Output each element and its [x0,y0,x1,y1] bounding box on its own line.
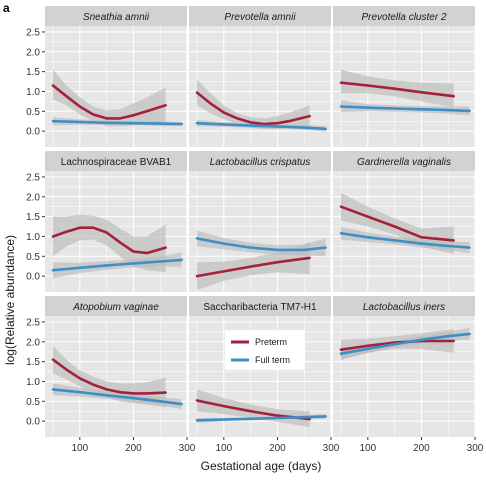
y-tick-label: 0.0 [26,417,40,428]
confidence-band-preterm [53,69,166,127]
facet-strip [45,151,187,171]
y-tick-label: 2.5 [26,317,40,328]
facet-gardnerella-vaginalis: Gardnerella vaginalis [333,151,475,292]
series-line-preterm [51,358,167,395]
panel-letter: a [3,1,10,15]
facet-strip [333,296,475,316]
facet-lactobacillus-iners: Lactobacillus iners [333,296,475,437]
y-tick-label: 2.0 [26,192,40,203]
y-tick-label: 1.5 [26,67,40,78]
y-tick-label: 2.5 [26,172,40,183]
x-tick-label: 300 [323,443,340,454]
facet-prevotella-amnii: Prevotella amnii [189,6,331,147]
facet-strip [189,296,331,316]
x-tick-label: 200 [269,443,286,454]
facet-atopobium-vaginae: Atopobium vaginae [45,296,187,437]
confidence-band-full-term [341,226,470,254]
x-tick-label: 300 [179,443,196,454]
facet-title: Lactobacillus crispatus [210,157,311,168]
facet-title: Sneathia amnii [83,12,150,23]
series-line-full-term [51,119,183,126]
y-tick-label: 0.0 [26,272,40,283]
facet-title: Gardnerella vaginalis [357,157,451,168]
x-tick-label: 100 [359,443,376,454]
y-tick-label: 1.5 [26,357,40,368]
facet-prevotella-cluster-2: Prevotella cluster 2 [333,6,475,147]
facet-sneathia-amnii: Sneathia amnii [45,6,187,147]
facet-title: Saccharibacteria TM7-H1 [203,302,317,313]
x-tick-label: 100 [71,443,88,454]
series-line-preterm [51,84,167,120]
series-line-preterm [339,339,455,352]
x-axis-title: Gestational age (days) [201,459,322,473]
facet-title: Atopobium vaginae [72,302,159,313]
facet-title: Prevotella cluster 2 [361,12,446,23]
series-line-preterm [339,81,455,98]
series-line-preterm [195,256,311,278]
facet-strip [333,151,475,171]
facet-strip [189,6,331,26]
facet-title: Lactobacillus iners [363,302,445,313]
facet-title: Lachnospiraceae BVAB1 [61,157,172,168]
facet-lactobacillus-crispatus: Lactobacillus crispatus [189,151,331,292]
facet-lachnospiraceae-bvab1: Lachnospiraceae BVAB1 [45,151,187,292]
x-tick-label: 200 [125,443,142,454]
x-tick-label: 200 [413,443,430,454]
y-tick-label: 1.0 [26,377,40,388]
y-tick-label: 0.5 [26,252,40,263]
panel-background [45,26,187,147]
y-tick-label: 0.0 [26,127,40,138]
legend-label-full-term: Full term [255,355,290,365]
y-tick-label: 1.5 [26,212,40,223]
series-line-full-term [51,388,183,406]
y-tick-label: 2.5 [26,27,40,38]
x-tick-label: 300 [467,443,484,454]
facet-title: Prevotella amnii [224,12,296,23]
confidence-band-preterm [53,345,166,408]
y-tick-label: 0.5 [26,107,40,118]
series-line-full-term [339,105,471,113]
series-line-preterm [195,91,311,126]
x-tick-label: 100 [215,443,232,454]
y-axis-title: log(Relative abundance) [3,235,17,365]
facet-strip [45,6,187,26]
series-line-full-term [339,332,471,356]
series-line-preterm [51,226,167,255]
legend-box [225,330,305,370]
series-line-full-term [339,232,471,249]
series-line-full-term [195,415,327,422]
legend-label-preterm: Preterm [255,337,287,347]
y-tick-label: 0.5 [26,397,40,408]
y-tick-label: 2.0 [26,47,40,58]
facet-strip [189,151,331,171]
y-tick-label: 1.0 [26,87,40,98]
legend: Preterm Full term [225,330,305,370]
y-tick-label: 2.0 [26,337,40,348]
series-line-full-term [195,121,327,131]
confidence-band-preterm [197,79,310,130]
series-line-preterm [339,205,455,242]
facet-strip [45,296,187,316]
series-line-full-term [51,258,183,272]
facet-strip [333,6,475,26]
y-tick-label: 1.0 [26,232,40,243]
series-line-full-term [195,237,327,252]
